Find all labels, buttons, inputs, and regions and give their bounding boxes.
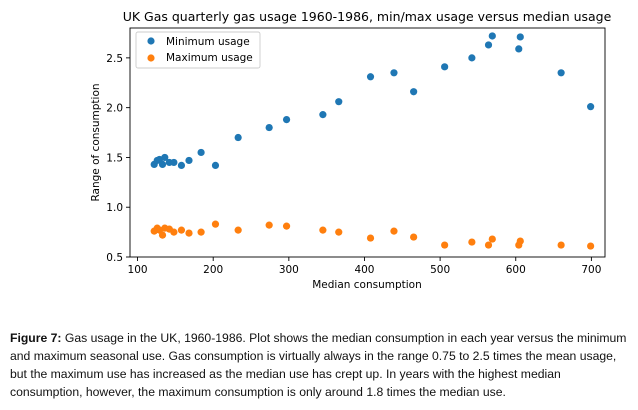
maximum-usage-point: [211, 220, 220, 228]
legend-label-maximum: Maximum usage: [166, 52, 253, 64]
maximum-usage-point: [484, 241, 493, 249]
maximum-usage-point: [234, 226, 242, 234]
maximum-usage-point: [335, 228, 343, 236]
minimum-usage-point: [441, 63, 449, 71]
x-tick-label: 700: [581, 264, 601, 276]
x-axis-label: Median consumption: [312, 279, 422, 291]
minimum-usage-point: [515, 45, 523, 53]
maximum-usage-point: [410, 233, 418, 241]
maximum-usage-point: [282, 222, 291, 230]
y-tick-label: 1.0: [106, 202, 123, 214]
maximum-usage-point: [319, 226, 327, 234]
minimum-usage-point: [366, 73, 375, 81]
minimum-usage-point: [557, 69, 565, 77]
maximum-usage-point: [158, 231, 167, 239]
minimum-usage-point: [177, 161, 186, 169]
minimum-usage-point: [161, 153, 169, 162]
minimum-usage-point: [265, 123, 273, 132]
minimum-usage-point: [516, 33, 524, 41]
x-tick-label: 300: [279, 264, 299, 276]
minimum-usage-point: [319, 111, 327, 119]
y-tick-label: 1.5: [106, 152, 123, 164]
minimum-usage-point: [335, 98, 343, 106]
maximum-usage-point: [557, 241, 565, 249]
minimum-usage-point: [587, 103, 595, 111]
caption-label: Figure 7:: [10, 331, 62, 345]
y-axis-label: Range of consumption: [90, 83, 102, 201]
maximum-usage-point: [170, 228, 178, 236]
scatter-chart: UK Gas quarterly gas usage 1960-1986, mi…: [90, 9, 612, 291]
points-layer: [150, 32, 595, 250]
legend-marker-maximum: [147, 54, 155, 62]
figure-caption: Figure 7: Gas usage in the UK, 1960-1986…: [10, 329, 632, 401]
legend: Minimum usage Maximum usage: [135, 31, 261, 69]
y-tick-label: 2.0: [106, 103, 123, 115]
minimum-usage-point: [410, 88, 418, 96]
minimum-usage-point: [390, 69, 398, 77]
x-tick-label: 500: [430, 264, 450, 276]
legend-marker-minimum: [147, 37, 155, 45]
y-tick-label: 2.5: [106, 53, 123, 65]
chart-title: UK Gas quarterly gas usage 1960-1986, mi…: [123, 9, 612, 24]
maximum-usage-point: [468, 238, 476, 246]
maximum-usage-point: [366, 234, 375, 242]
caption-text: Gas usage in the UK, 1960-1986. Plot sho…: [10, 331, 627, 399]
x-tick-label: 100: [128, 264, 148, 276]
minimum-usage-point: [158, 160, 167, 169]
maximum-usage-point: [197, 228, 205, 236]
plot-area: [129, 27, 606, 258]
y-axis: 0.5 1.0 1.5 2.0 2.5: [106, 53, 130, 264]
legend-label-minimum: Minimum usage: [166, 36, 250, 48]
maximum-usage-point: [390, 227, 398, 235]
maximum-usage-point: [265, 221, 273, 229]
minimum-usage-point: [484, 41, 493, 49]
x-axis: 100 200 300 400 500 600 700: [128, 257, 601, 276]
maximum-usage-point: [488, 235, 496, 243]
legend-box: [135, 31, 261, 69]
minimum-usage-point: [170, 158, 178, 167]
minimum-usage-point: [197, 148, 205, 157]
minimum-usage-point: [282, 116, 291, 124]
maximum-usage-point: [185, 229, 193, 237]
axes-frame: [129, 27, 606, 258]
maximum-usage-point: [587, 242, 595, 250]
minimum-usage-point: [468, 54, 476, 62]
y-tick-label: 0.5: [106, 252, 123, 264]
minimum-usage-point: [211, 161, 220, 169]
minimum-usage-point: [234, 133, 242, 142]
maximum-usage-point: [441, 241, 449, 249]
x-tick-label: 600: [506, 264, 526, 276]
x-tick-label: 200: [203, 264, 223, 276]
minimum-usage-point: [185, 156, 193, 165]
x-tick-label: 400: [354, 264, 374, 276]
minimum-usage-point: [488, 32, 496, 40]
maximum-usage-point: [177, 226, 186, 234]
maximum-usage-point: [516, 237, 524, 245]
